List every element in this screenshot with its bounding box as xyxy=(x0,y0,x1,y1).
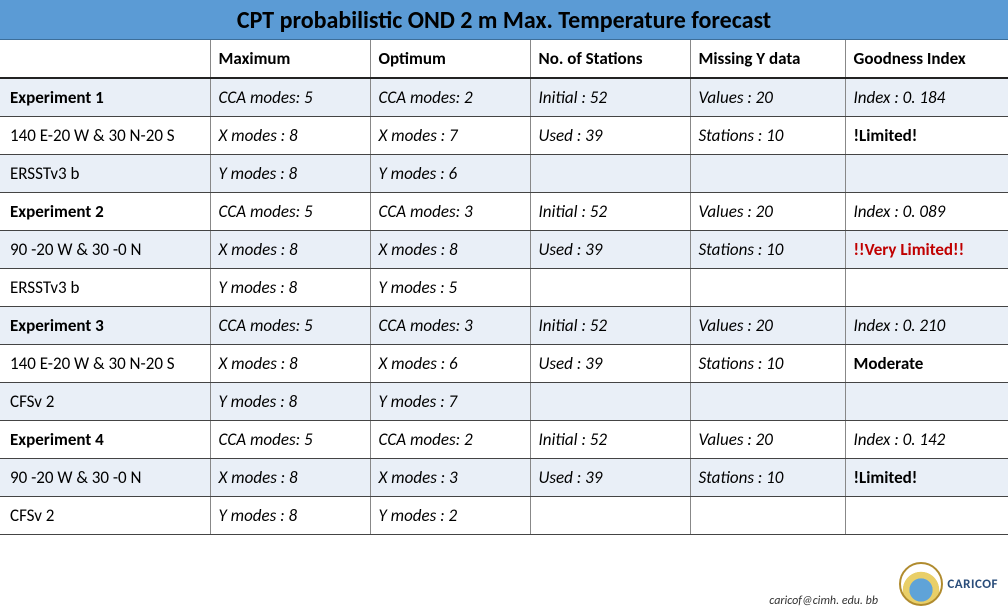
row-label: Experiment 1 xyxy=(0,78,210,117)
table-cell: Y modes : 8 xyxy=(210,155,370,193)
table-cell: Used : 39 xyxy=(530,459,690,497)
table-cell: Index : 0. 142 xyxy=(845,421,1008,459)
table-row: 90 -20 W & 30 -0 NX modes : 8X modes : 3… xyxy=(0,459,1008,497)
table-cell xyxy=(690,497,845,535)
table-cell: !Limited! xyxy=(845,459,1008,497)
table-cell: !!Very Limited!! xyxy=(845,231,1008,269)
table-cell: Index : 0. 089 xyxy=(845,193,1008,231)
table-cell xyxy=(530,269,690,307)
table-cell: Values : 20 xyxy=(690,307,845,345)
table-cell: X modes : 8 xyxy=(210,459,370,497)
table-row: Experiment 4CCA modes: 5CCA modes: 2Init… xyxy=(0,421,1008,459)
table-cell: Index : 0. 210 xyxy=(845,307,1008,345)
table-cell: Stations : 10 xyxy=(690,231,845,269)
table-cell: CCA modes: 3 xyxy=(370,307,530,345)
table-cell xyxy=(845,269,1008,307)
table-header-row: Maximum Optimum No. of Stations Missing … xyxy=(0,40,1008,78)
table-cell: Stations : 10 xyxy=(690,117,845,155)
col-header-goodness: Goodness Index xyxy=(845,40,1008,78)
table-cell: CCA modes: 5 xyxy=(210,193,370,231)
table-cell: Used : 39 xyxy=(530,345,690,383)
caricof-logo-text: CARICOF xyxy=(947,577,998,592)
table-cell: Y modes : 8 xyxy=(210,497,370,535)
row-label: Experiment 4 xyxy=(0,421,210,459)
table-cell: Y modes : 8 xyxy=(210,269,370,307)
table-cell: Values : 20 xyxy=(690,193,845,231)
row-label: 90 -20 W & 30 -0 N xyxy=(0,231,210,269)
table-row: Experiment 3CCA modes: 5CCA modes: 3Init… xyxy=(0,307,1008,345)
row-label: ERSSTv3 b xyxy=(0,155,210,193)
table-cell: Stations : 10 xyxy=(690,345,845,383)
table-cell xyxy=(845,497,1008,535)
table-cell: Initial : 52 xyxy=(530,307,690,345)
table-cell xyxy=(845,155,1008,193)
table-cell xyxy=(690,155,845,193)
table-cell: Initial : 52 xyxy=(530,421,690,459)
row-label: CFSv 2 xyxy=(0,497,210,535)
experiment-table: Maximum Optimum No. of Stations Missing … xyxy=(0,40,1008,535)
table-cell: Index : 0. 184 xyxy=(845,78,1008,117)
table-row: 140 E-20 W & 30 N-20 SX modes : 8X modes… xyxy=(0,345,1008,383)
table-cell xyxy=(845,383,1008,421)
table-cell xyxy=(530,383,690,421)
table-cell: X modes : 8 xyxy=(210,231,370,269)
table-body: Experiment 1CCA modes: 5CCA modes: 2Init… xyxy=(0,78,1008,535)
table-cell: Y modes : 7 xyxy=(370,383,530,421)
table-row: CFSv 2Y modes : 8Y modes : 2 xyxy=(0,497,1008,535)
table-row: ERSSTv3 bY modes : 8Y modes : 5 xyxy=(0,269,1008,307)
table-row: Experiment 2CCA modes: 5CCA modes: 3Init… xyxy=(0,193,1008,231)
page-title: CPT probabilistic OND 2 m Max. Temperatu… xyxy=(0,0,1008,40)
table-cell: X modes : 7 xyxy=(370,117,530,155)
table-row: Experiment 1CCA modes: 5CCA modes: 2Init… xyxy=(0,78,1008,117)
table-cell: Values : 20 xyxy=(690,78,845,117)
table-cell: Used : 39 xyxy=(530,117,690,155)
footer-email: caricof@cimh. edu. bb xyxy=(769,594,878,608)
row-label: 140 E-20 W & 30 N-20 S xyxy=(0,117,210,155)
table-cell: CCA modes: 2 xyxy=(370,78,530,117)
table-row: 140 E-20 W & 30 N-20 SX modes : 8X modes… xyxy=(0,117,1008,155)
table-cell: Values : 20 xyxy=(690,421,845,459)
row-label: 90 -20 W & 30 -0 N xyxy=(0,459,210,497)
table-cell: Initial : 52 xyxy=(530,78,690,117)
col-header-missing: Missing Y data xyxy=(690,40,845,78)
table-cell xyxy=(690,269,845,307)
table-cell: CCA modes: 5 xyxy=(210,78,370,117)
table-cell: CCA modes: 5 xyxy=(210,421,370,459)
row-label: Experiment 3 xyxy=(0,307,210,345)
table-cell: Moderate xyxy=(845,345,1008,383)
table-cell: CCA modes: 3 xyxy=(370,193,530,231)
table-cell: X modes : 6 xyxy=(370,345,530,383)
table-row: ERSSTv3 bY modes : 8Y modes : 6 xyxy=(0,155,1008,193)
table-cell: Y modes : 8 xyxy=(210,383,370,421)
col-header-stations: No. of Stations xyxy=(530,40,690,78)
table-cell: Y modes : 5 xyxy=(370,269,530,307)
slide-container: CPT probabilistic OND 2 m Max. Temperatu… xyxy=(0,0,1008,612)
row-label: ERSSTv3 b xyxy=(0,269,210,307)
table-cell: CCA modes: 5 xyxy=(210,307,370,345)
col-header-maximum: Maximum xyxy=(210,40,370,78)
caricof-logo-icon xyxy=(899,562,943,606)
table-cell: !Limited! xyxy=(845,117,1008,155)
row-label: Experiment 2 xyxy=(0,193,210,231)
table-cell: CCA modes: 2 xyxy=(370,421,530,459)
col-header-optimum: Optimum xyxy=(370,40,530,78)
table-cell: Initial : 52 xyxy=(530,193,690,231)
table-cell: X modes : 3 xyxy=(370,459,530,497)
table-cell: X modes : 8 xyxy=(210,345,370,383)
col-header-blank xyxy=(0,40,210,78)
row-label: CFSv 2 xyxy=(0,383,210,421)
table-cell: X modes : 8 xyxy=(370,231,530,269)
table-cell: Stations : 10 xyxy=(690,459,845,497)
table-cell: Used : 39 xyxy=(530,231,690,269)
caricof-logo: CARICOF xyxy=(899,562,998,606)
table-row: 90 -20 W & 30 -0 NX modes : 8X modes : 8… xyxy=(0,231,1008,269)
table-cell: X modes : 8 xyxy=(210,117,370,155)
table-cell xyxy=(530,497,690,535)
table-cell xyxy=(690,383,845,421)
table-cell: Y modes : 2 xyxy=(370,497,530,535)
table-cell xyxy=(530,155,690,193)
row-label: 140 E-20 W & 30 N-20 S xyxy=(0,345,210,383)
table-row: CFSv 2Y modes : 8Y modes : 7 xyxy=(0,383,1008,421)
table-cell: Y modes : 6 xyxy=(370,155,530,193)
